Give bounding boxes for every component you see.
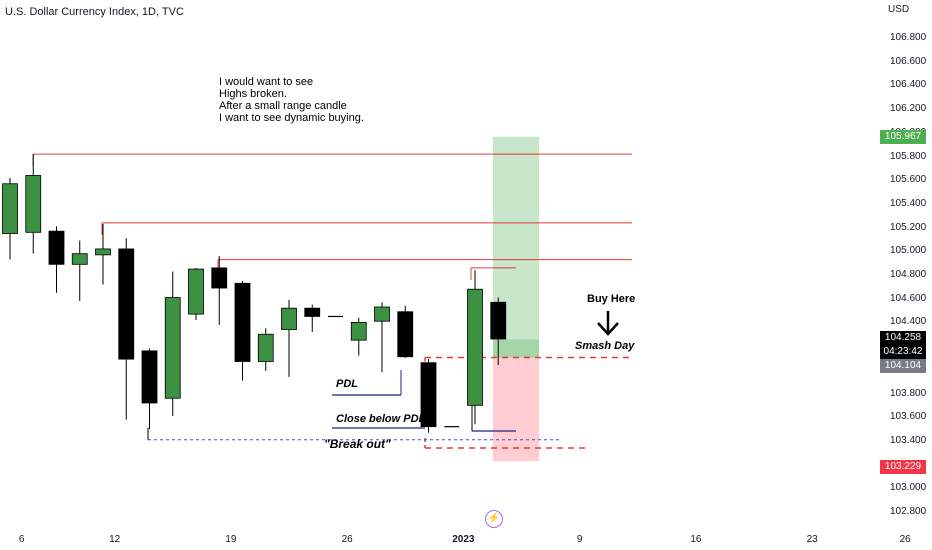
note-line: I want to see dynamic buying. — [219, 112, 364, 124]
candle-body — [141, 350, 158, 404]
candle-body — [304, 307, 321, 317]
stop-price-badge: 103.229 — [880, 460, 926, 475]
lightning-icon[interactable]: ⚡ — [485, 510, 503, 528]
candle — [71, 240, 88, 302]
x-tick-label: 19 — [225, 534, 237, 545]
candle-body — [281, 307, 297, 330]
candle-body — [420, 362, 437, 428]
candle-body — [164, 297, 181, 399]
candle — [490, 297, 507, 366]
analysis-note: I would want to see Highs broken. After … — [219, 76, 364, 124]
candle-body — [25, 175, 42, 233]
candle — [467, 270, 483, 425]
candle — [2, 177, 18, 260]
candle — [257, 328, 274, 371]
candle — [118, 238, 135, 420]
target-price-badge: 105.967 — [880, 129, 926, 144]
annotation-lines — [32, 153, 632, 449]
candle-body — [95, 248, 111, 256]
entry-zone — [493, 339, 539, 358]
candle — [95, 224, 111, 285]
candle — [304, 304, 321, 332]
y-tick-label: 102.800 — [890, 506, 927, 517]
candle — [420, 359, 437, 433]
candle-body — [397, 311, 414, 358]
close-below-pdl-label: Close below PDL — [336, 413, 426, 425]
currency-label: USD — [888, 4, 910, 15]
candle — [281, 299, 297, 377]
y-tick-label: 104.600 — [890, 292, 927, 304]
break-out-label: "Break out" — [324, 437, 391, 451]
candle-body — [188, 268, 204, 315]
x-tick-label: 23 — [806, 534, 818, 545]
candle — [141, 348, 158, 430]
candles — [2, 154, 507, 433]
x-tick-label: 26 — [341, 534, 353, 545]
candle — [397, 305, 414, 358]
y-tick-label: 105.600 — [890, 174, 927, 186]
y-tick-label: 104.400 — [890, 316, 927, 328]
y-tick-label: 106.400 — [890, 79, 927, 91]
candle-body — [118, 248, 135, 360]
smash-day-label: Smash Day — [575, 340, 635, 352]
candle-body — [48, 230, 65, 265]
y-tick-label: 105.000 — [890, 245, 927, 257]
y-tick-label: 103.800 — [890, 387, 927, 399]
note-line: After a small range candle — [219, 100, 347, 112]
note-line: I would want to see — [219, 76, 314, 88]
candle-body — [490, 301, 507, 340]
y-tick-label: 103.400 — [890, 434, 927, 446]
loss-zone — [493, 357, 539, 462]
bar-countdown-badge: 04:23:42 — [880, 345, 926, 360]
x-tick-label: 9 — [576, 534, 583, 545]
y-tick-label: 103.600 — [890, 411, 927, 423]
x-tick-label: 26 — [899, 534, 911, 545]
candle-body — [2, 183, 18, 234]
position-zones — [493, 136, 539, 462]
y-tick-label: 106.200 — [890, 103, 927, 115]
x-tick-label: 12 — [109, 534, 121, 545]
x-tick-label: 6 — [18, 534, 25, 545]
y-tick-label: 103.000 — [890, 482, 927, 494]
down-arrow-icon — [597, 311, 619, 336]
y-tick-label: 106.600 — [890, 55, 927, 67]
candle-body — [257, 333, 274, 362]
candle-body — [71, 253, 88, 265]
candle-body — [350, 321, 367, 341]
y-tick-label: 104.800 — [890, 269, 927, 280]
candle-body — [374, 306, 390, 322]
y-tick-label: 106.800 — [890, 32, 927, 43]
x-tick-label: 16 — [690, 534, 702, 545]
chart-title: U.S. Dollar Currency Index, 1D, TVC — [5, 6, 184, 18]
y-tick-label: 105.400 — [890, 197, 927, 209]
candle — [350, 317, 367, 356]
candle — [25, 154, 42, 254]
note-line: Highs broken. — [219, 88, 287, 100]
buy-here-label: Buy Here — [587, 293, 636, 305]
candle — [374, 302, 390, 373]
entry-price-badge: 104.104 — [880, 359, 926, 374]
candle — [48, 226, 65, 293]
x-tick-label: 2023 — [452, 534, 475, 545]
pdl-label: PDL — [336, 378, 358, 390]
candle — [164, 271, 181, 417]
candle-body — [467, 288, 483, 406]
y-tick-label: 105.200 — [890, 221, 927, 233]
candle — [234, 280, 251, 381]
current-price-badge: 104.258 — [880, 331, 926, 346]
candle-body — [234, 282, 251, 362]
candle — [211, 256, 228, 325]
candle-body — [211, 267, 228, 289]
candle — [188, 267, 204, 321]
y-tick-label: 105.800 — [890, 150, 927, 162]
